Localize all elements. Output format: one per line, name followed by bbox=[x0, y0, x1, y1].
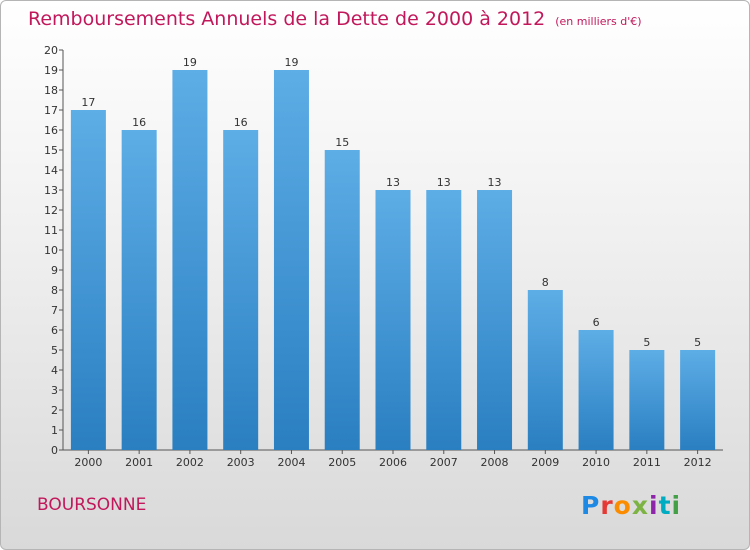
bar-2007 bbox=[426, 190, 462, 450]
x-tick-label-2005: 2005 bbox=[328, 456, 356, 469]
logo-letter: t bbox=[658, 491, 672, 520]
x-tick-label-2012: 2012 bbox=[684, 456, 712, 469]
value-label-2011: 5 bbox=[643, 336, 650, 349]
y-tick-label: 9 bbox=[51, 264, 58, 277]
y-tick-label: 20 bbox=[44, 44, 58, 57]
logo-letter: i bbox=[649, 491, 659, 520]
x-tick-label-2008: 2008 bbox=[481, 456, 509, 469]
unit-note: (en milliers d'€) bbox=[555, 15, 642, 28]
logo-letter: x bbox=[631, 491, 649, 520]
y-tick-label: 12 bbox=[44, 204, 58, 217]
x-tick-label-2002: 2002 bbox=[176, 456, 204, 469]
bar-2009 bbox=[527, 290, 563, 450]
logo-letter: o bbox=[613, 491, 632, 520]
y-tick-label: 15 bbox=[44, 144, 58, 157]
x-tick-label-2006: 2006 bbox=[379, 456, 407, 469]
bar-2011 bbox=[629, 350, 665, 450]
x-tick-label-2007: 2007 bbox=[430, 456, 458, 469]
y-tick-label: 16 bbox=[44, 124, 58, 137]
y-tick-label: 10 bbox=[44, 244, 58, 257]
y-tick-label: 19 bbox=[44, 64, 58, 77]
bar-2001 bbox=[121, 130, 157, 450]
bar-2003 bbox=[223, 130, 259, 450]
y-tick-label: 1 bbox=[51, 424, 58, 437]
logo-letter: i bbox=[671, 491, 682, 520]
bar-2010 bbox=[578, 330, 614, 450]
bar-2008 bbox=[477, 190, 513, 450]
y-tick-label: 8 bbox=[51, 284, 58, 297]
value-label-2002: 19 bbox=[183, 56, 197, 69]
x-tick-label-2001: 2001 bbox=[125, 456, 153, 469]
value-label-2010: 6 bbox=[593, 316, 600, 329]
value-label-2000: 17 bbox=[81, 96, 95, 109]
value-label-2003: 16 bbox=[234, 116, 248, 129]
labels: 2000 17 2001 16 2002 19 2003 16 2004 19 2005 15 2006… bbox=[74, 56, 711, 469]
x-tick-label-2003: 2003 bbox=[227, 456, 255, 469]
value-label-2008: 13 bbox=[488, 176, 502, 189]
y-tick-label: 0 bbox=[51, 444, 58, 457]
y-tick-label: 7 bbox=[51, 304, 58, 317]
value-label-2004: 19 bbox=[284, 56, 298, 69]
y-tick-label: 13 bbox=[44, 184, 58, 197]
value-label-2012: 5 bbox=[694, 336, 701, 349]
bar-2000 bbox=[70, 110, 106, 450]
y-tick-label: 4 bbox=[51, 364, 58, 377]
x-tick-label-2010: 2010 bbox=[582, 456, 610, 469]
y-tick-label: 17 bbox=[44, 104, 58, 117]
x-tick-label-2000: 2000 bbox=[74, 456, 102, 469]
y-tick-label: 3 bbox=[51, 384, 58, 397]
y-tick-label: 11 bbox=[44, 224, 58, 237]
value-label-2007: 13 bbox=[437, 176, 451, 189]
y-tick-label: 6 bbox=[51, 324, 58, 337]
x-tick-label-2009: 2009 bbox=[531, 456, 559, 469]
value-label-2001: 16 bbox=[132, 116, 146, 129]
value-label-2009: 8 bbox=[542, 276, 549, 289]
bar-2002 bbox=[172, 70, 208, 450]
y-tick-label: 2 bbox=[51, 404, 58, 417]
commune-name: BOURSONNE bbox=[37, 495, 147, 515]
proxiti-logo: Proxiti bbox=[581, 491, 681, 520]
bar-2006 bbox=[375, 190, 411, 450]
value-label-2006: 13 bbox=[386, 176, 400, 189]
bars bbox=[70, 70, 716, 450]
y-tick-label: 5 bbox=[51, 344, 58, 357]
bar-2004 bbox=[273, 70, 309, 450]
value-label-2005: 15 bbox=[335, 136, 349, 149]
x-tick-label-2011: 2011 bbox=[633, 456, 661, 469]
bar-2012 bbox=[680, 350, 716, 450]
chart-title-text: Remboursements Annuels de la Dette de 20… bbox=[28, 8, 546, 30]
y-tick-label: 14 bbox=[44, 164, 58, 177]
logo-letter: P bbox=[581, 491, 601, 520]
y-tick-label: 18 bbox=[44, 84, 58, 97]
logo-letter: r bbox=[600, 491, 614, 520]
x-tick-label-2004: 2004 bbox=[277, 456, 305, 469]
chart-title: Remboursements Annuels de la Dette de 20… bbox=[28, 8, 642, 30]
bar-2005 bbox=[324, 150, 360, 450]
